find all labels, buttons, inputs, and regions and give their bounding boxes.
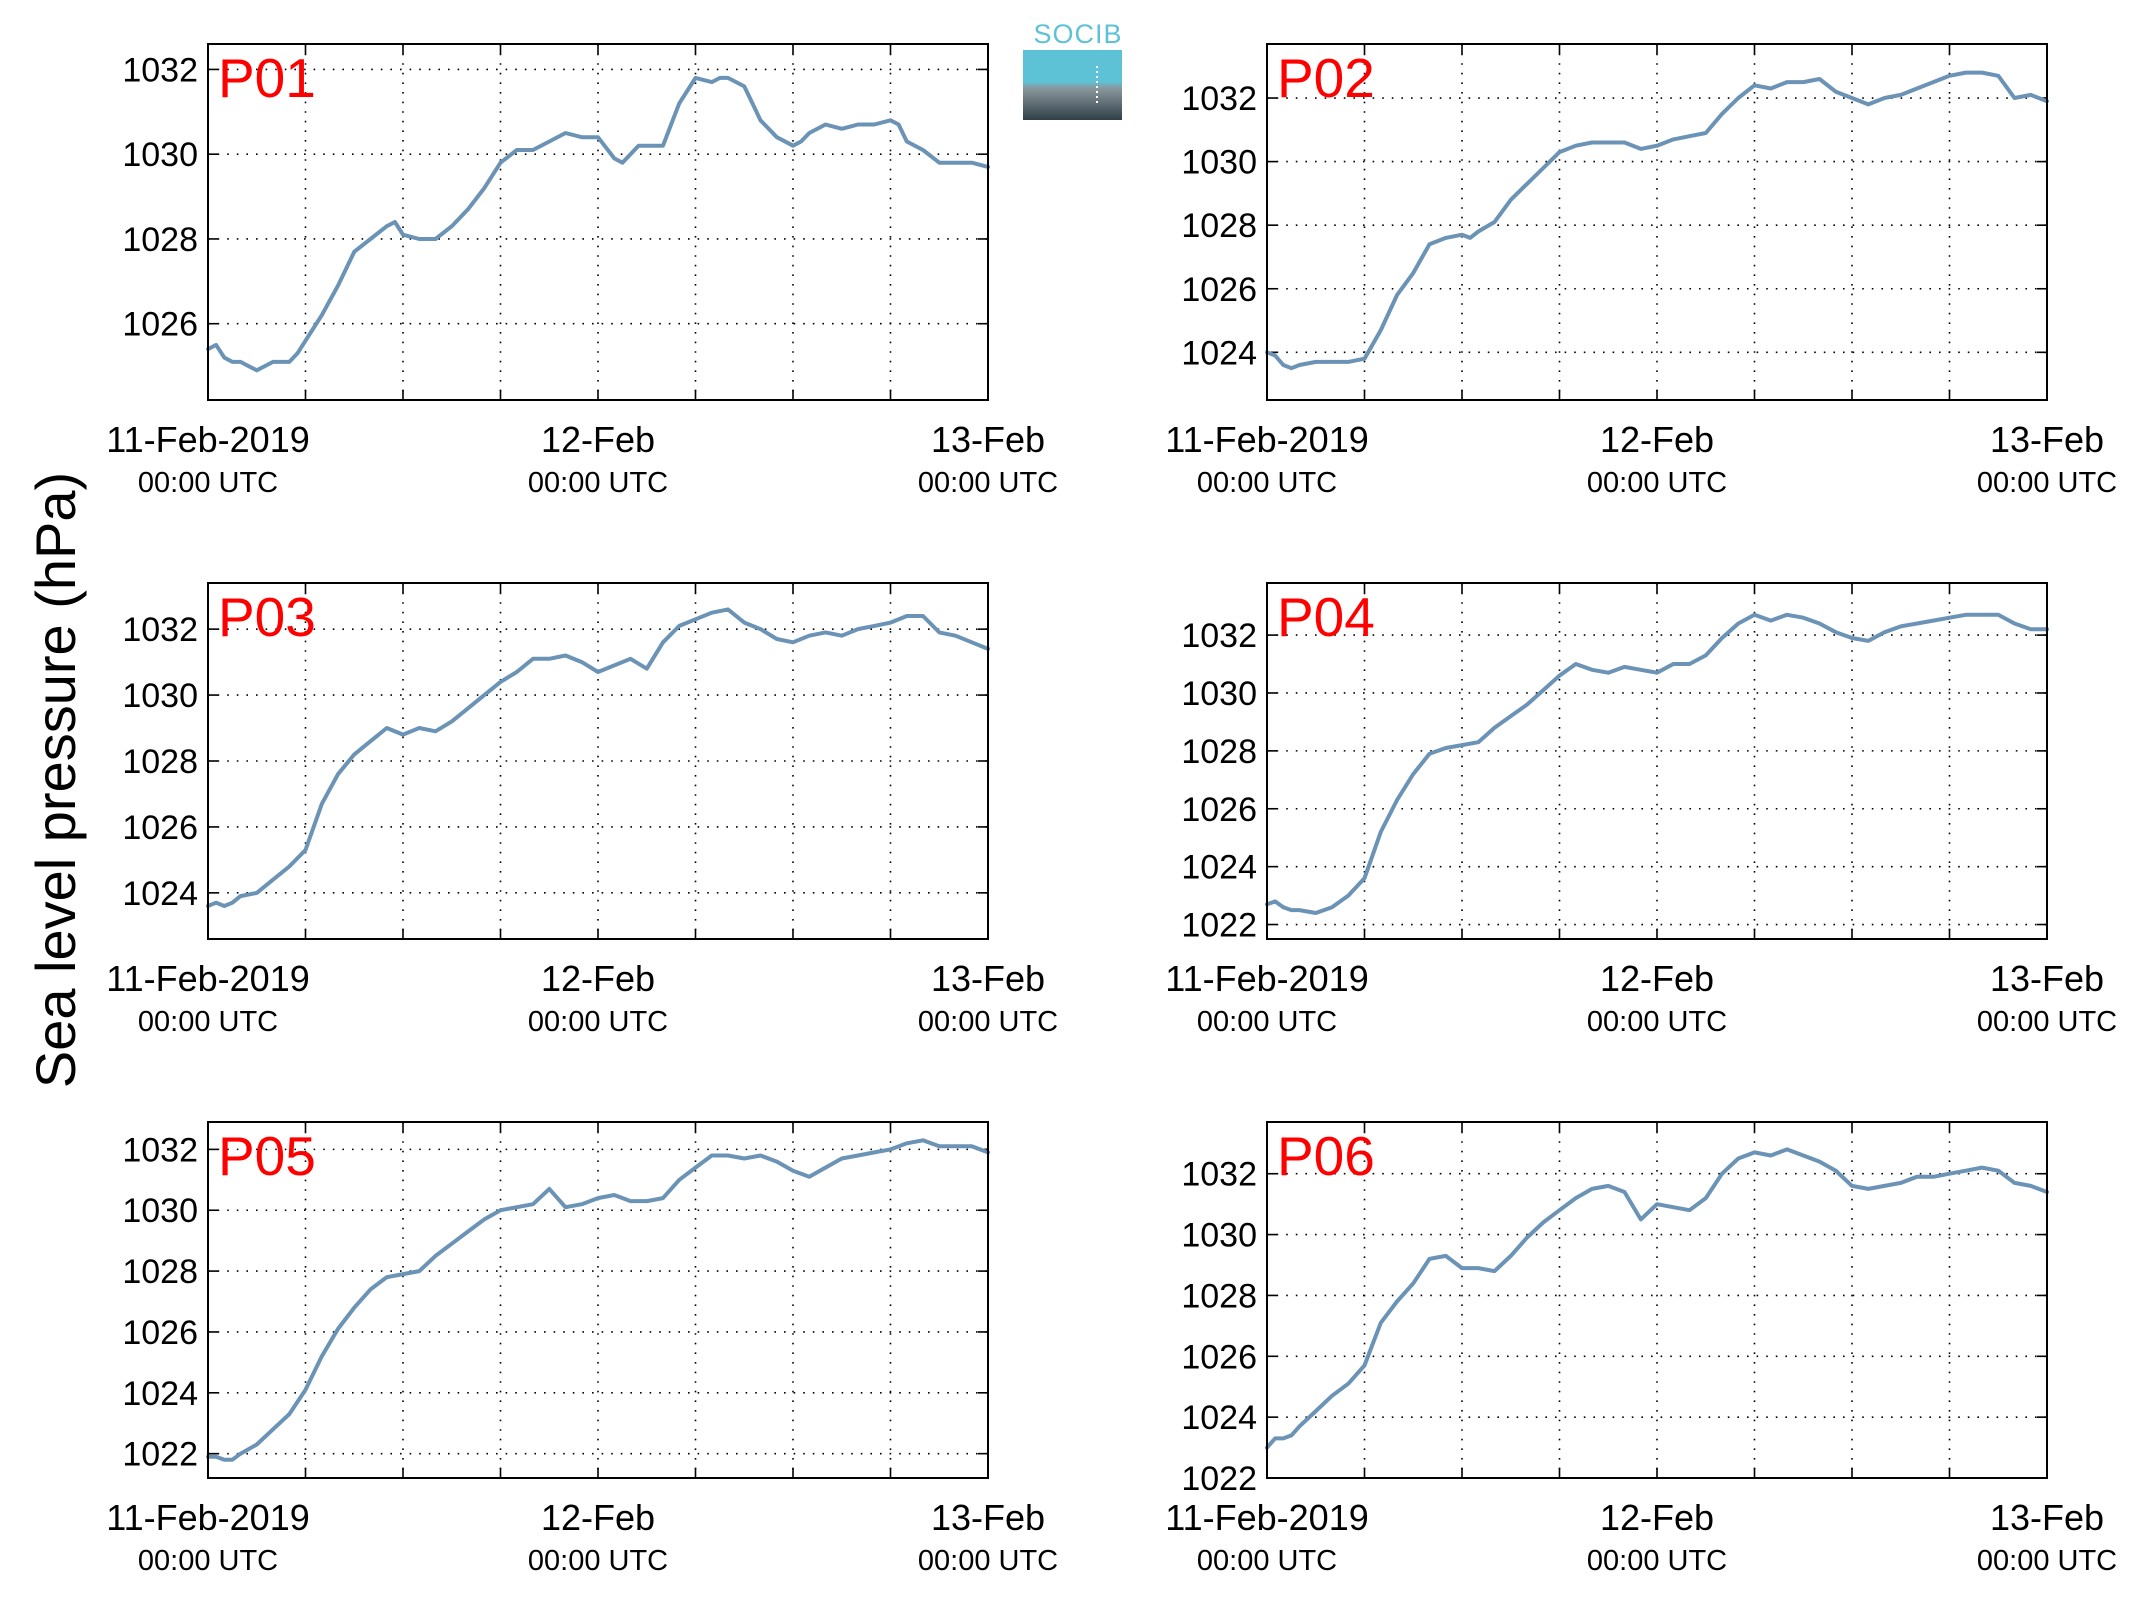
x-tick-label: 11-Feb-2019 (1165, 419, 1368, 460)
y-tick-label: 1022 (1181, 1460, 1257, 1498)
y-tick-label: 1030 (1181, 144, 1257, 182)
plot-frame (207, 582, 989, 940)
panel-label: P02 (1277, 47, 1375, 109)
y-tick-label: 1032 (1181, 1156, 1257, 1194)
x-tick-sublabel: 00:00 UTC (138, 1006, 278, 1038)
y-tick-label: 1032 (1181, 80, 1257, 118)
y-tick-label: 1030 (1181, 675, 1257, 713)
y-tick-label: 1028 (122, 1253, 198, 1291)
logo-text: SOCIB (1033, 19, 1122, 49)
x-tick-sublabel: 00:00 UTC (1977, 1006, 2117, 1038)
y-tick-label: 1030 (1181, 1217, 1257, 1255)
x-tick-sublabel: 00:00 UTC (918, 467, 1058, 499)
y-tick-label: 1032 (122, 611, 198, 649)
y-tick-label: 1026 (122, 306, 198, 344)
x-tick-label: 13-Feb (1990, 958, 2104, 999)
panel-label: P05 (218, 1125, 316, 1187)
y-tick-label: 1026 (1181, 791, 1257, 829)
series-line (206, 607, 990, 908)
x-tick-sublabel: 00:00 UTC (1197, 1545, 1337, 1577)
x-tick-label: 13-Feb (931, 1497, 1045, 1538)
y-tick-label: 1028 (1181, 733, 1257, 771)
y-tick-label: 1022 (122, 1436, 198, 1474)
panel-p06: 1022 1024 1026 1028 1030 1032 P06 11-Feb-2019 00… (1165, 1121, 2117, 1577)
x-tick-sublabel: 00:00 UTC (1197, 467, 1337, 499)
y-tick-label: 1030 (122, 136, 198, 174)
x-tick-label: 12-Feb (1600, 419, 1714, 460)
panel-p04: 1022 1024 1026 1028 1030 1032 P04 11-Feb-2019 00… (1165, 582, 2117, 1038)
plot-frame (207, 1121, 989, 1479)
x-tick-sublabel: 00:00 UTC (138, 1545, 278, 1577)
y-tick-label: 1024 (1181, 1399, 1257, 1437)
series-line (1265, 612, 2049, 915)
series-line (1265, 1147, 2049, 1450)
series-line (1265, 70, 2049, 371)
y-tick-label: 1026 (1181, 271, 1257, 309)
x-tick-label: 11-Feb-2019 (106, 419, 309, 460)
series-line (206, 75, 990, 373)
y-tick-label: 1024 (1181, 334, 1257, 372)
y-tick-label: 1026 (122, 1314, 198, 1352)
x-tick-label: 13-Feb (1990, 419, 2104, 460)
y-tick-label: 1028 (122, 221, 198, 259)
x-tick-sublabel: 00:00 UTC (528, 1006, 668, 1038)
series-line (206, 1138, 990, 1462)
x-tick-label: 12-Feb (541, 958, 655, 999)
panel-label: P06 (1277, 1125, 1375, 1187)
x-tick-sublabel: 00:00 UTC (528, 467, 668, 499)
x-tick-label: 11-Feb-2019 (106, 1497, 309, 1538)
x-tick-label: 11-Feb-2019 (1165, 1497, 1368, 1538)
y-tick-label: 1024 (1181, 849, 1257, 887)
y-tick-label: 1028 (1181, 207, 1257, 245)
x-tick-label: 11-Feb-2019 (106, 958, 309, 999)
plot-frame (207, 43, 989, 401)
y-tick-label: 1032 (122, 51, 198, 89)
x-tick-sublabel: 00:00 UTC (1587, 1545, 1727, 1577)
plot-frame (1266, 43, 2048, 401)
y-tick-label: 1024 (122, 1375, 198, 1413)
y-tick-label: 1022 (1181, 907, 1257, 945)
x-tick-label: 13-Feb (1990, 1497, 2104, 1538)
y-tick-label: 1028 (122, 743, 198, 781)
y-tick-label: 1026 (122, 809, 198, 847)
x-tick-sublabel: 00:00 UTC (528, 1545, 668, 1577)
panel-p01: 1026 1028 1030 1032 P01 11-Feb-2019 00:00 UTC 1… (106, 43, 1058, 499)
plot-frame (1266, 1121, 2048, 1479)
x-tick-sublabel: 00:00 UTC (138, 467, 278, 499)
x-tick-sublabel: 00:00 UTC (1587, 1006, 1727, 1038)
y-tick-label: 1032 (1181, 617, 1257, 655)
x-tick-label: 13-Feb (931, 958, 1045, 999)
x-tick-sublabel: 00:00 UTC (918, 1006, 1058, 1038)
y-axis-label: Sea level pressure (hPa) (24, 472, 87, 1088)
y-tick-label: 1024 (122, 875, 198, 913)
x-tick-sublabel: 00:00 UTC (1977, 1545, 2117, 1577)
socib-logo: SOCIB (1023, 19, 1122, 120)
panel-p05: 1022 1024 1026 1028 1030 1032 P05 11-Feb-2019 00… (106, 1121, 1058, 1577)
panel-label: P01 (218, 47, 316, 109)
x-tick-label: 12-Feb (541, 419, 655, 460)
x-tick-label: 12-Feb (1600, 1497, 1714, 1538)
x-tick-label: 12-Feb (541, 1497, 655, 1538)
x-tick-label: 13-Feb (931, 419, 1045, 460)
y-tick-label: 1032 (122, 1131, 198, 1169)
panel-p02: 1024 1026 1028 1030 1032 P02 11-Feb-2019 00:00 … (1165, 43, 2117, 499)
x-tick-label: 12-Feb (1600, 958, 1714, 999)
panel-p03: 1024 1026 1028 1030 1032 P03 11-Feb-2019 00:00 … (106, 582, 1058, 1038)
x-tick-sublabel: 00:00 UTC (1587, 467, 1727, 499)
x-tick-sublabel: 00:00 UTC (918, 1545, 1058, 1577)
panel-label: P03 (218, 586, 316, 648)
plot-frame (1266, 582, 2048, 940)
x-tick-sublabel: 00:00 UTC (1197, 1006, 1337, 1038)
x-tick-label: 11-Feb-2019 (1165, 958, 1368, 999)
y-tick-label: 1028 (1181, 1277, 1257, 1315)
logo-block (1023, 50, 1122, 120)
y-tick-label: 1030 (122, 677, 198, 715)
y-tick-label: 1026 (1181, 1338, 1257, 1376)
y-tick-label: 1030 (122, 1192, 198, 1230)
x-tick-sublabel: 00:00 UTC (1977, 467, 2117, 499)
panel-label: P04 (1277, 586, 1375, 648)
